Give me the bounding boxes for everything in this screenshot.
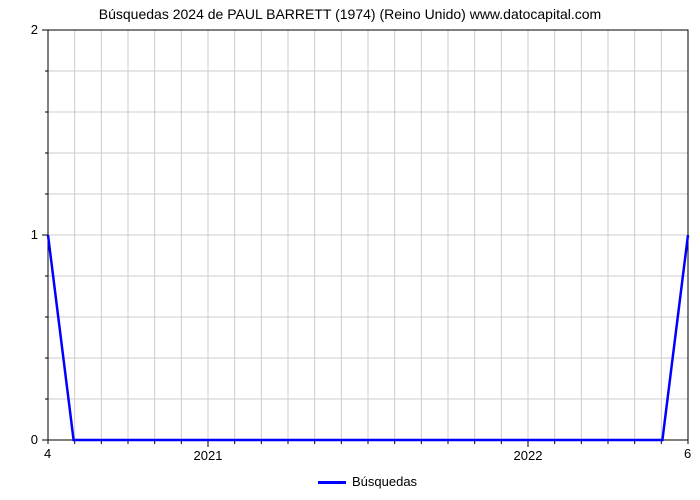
svg-text:2: 2 (31, 22, 38, 37)
legend-label: Búsquedas (352, 474, 417, 489)
svg-text:1: 1 (31, 227, 38, 242)
chart-container: 0 1 2 2021 2022 Búsquedas 2024 de PAUL BARRE… (0, 0, 700, 500)
svg-text:2022: 2022 (514, 448, 543, 463)
svg-text:0: 0 (31, 432, 38, 447)
x-bottom-left-label: 4 (44, 446, 51, 461)
chart-title: Búsquedas 2024 de PAUL BARRETT (1974) (R… (0, 6, 700, 22)
x-bottom-right-label: 6 (684, 446, 691, 461)
legend-line-icon (318, 481, 346, 484)
legend: Búsquedas (318, 474, 417, 489)
chart-svg: 0 1 2 2021 2022 (0, 0, 700, 500)
svg-text:2021: 2021 (194, 448, 223, 463)
